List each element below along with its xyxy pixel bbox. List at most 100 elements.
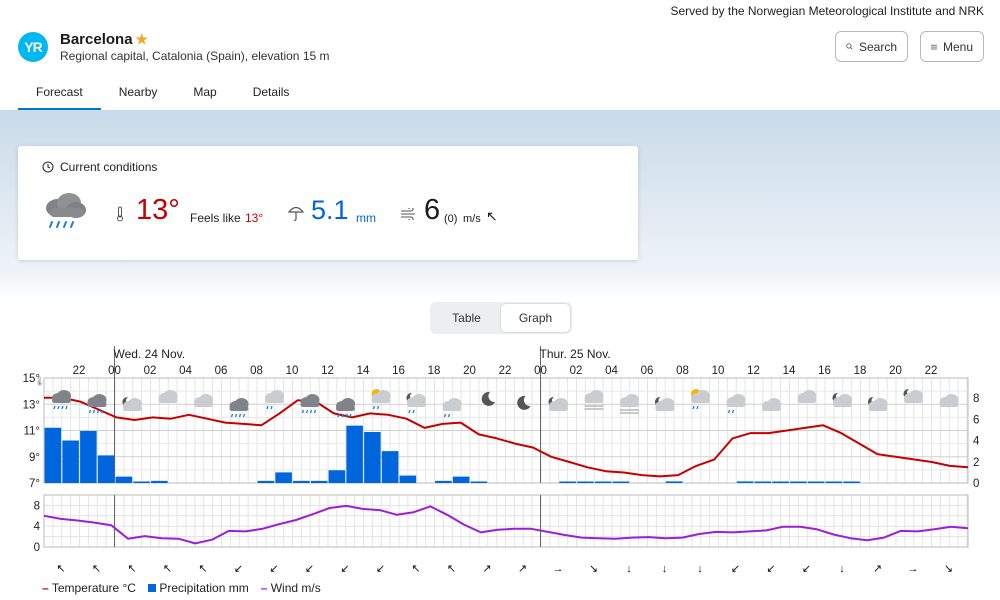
hour-tick-label: 22	[73, 365, 86, 377]
rain-drop	[412, 409, 415, 414]
day-label: Wed. 24 Nov.	[114, 347, 186, 361]
temp-tick-label: 13°	[23, 399, 40, 411]
favorite-star-icon[interactable]: ★	[135, 31, 149, 47]
search-button[interactable]: Search	[835, 31, 908, 62]
rain-drop	[727, 409, 731, 414]
precip-tick-label: 2	[973, 457, 979, 469]
search-icon	[846, 43, 853, 50]
precipitation-bar	[435, 480, 452, 483]
tab-map[interactable]: Map	[193, 85, 217, 99]
precipitation-bar	[470, 481, 488, 483]
legend-wind-label: Wind m/s	[270, 581, 321, 595]
rain-drop	[376, 405, 380, 410]
weather-night-cloudy-icon	[122, 396, 142, 411]
rain-drop	[96, 409, 100, 414]
wind-direction-arrow: ↖	[127, 563, 136, 575]
wind-unit: m/s	[463, 213, 481, 225]
served-by-text: Served by the Norwegian Meteorological I…	[670, 4, 985, 18]
tab-forecast[interactable]: Forecast	[18, 76, 101, 110]
precipitation-bar	[577, 481, 594, 483]
rain-drop	[305, 409, 309, 414]
weather-rain-icon	[52, 390, 71, 410]
wind-direction-arrow: ↙	[802, 563, 811, 575]
hour-tick-label: 12	[321, 365, 334, 377]
cloud-shape	[52, 398, 71, 403]
cloud-shape	[904, 398, 923, 403]
temp-tick-label: 11°	[23, 426, 40, 438]
search-label: Search	[858, 39, 897, 54]
rain-drop	[337, 413, 340, 418]
rain-drop	[57, 405, 60, 410]
weather-rain-icon	[336, 398, 355, 418]
precipitation-bar	[257, 480, 275, 483]
menu-button[interactable]: Menu	[920, 31, 984, 62]
weather-rain-light-icon	[442, 398, 462, 418]
wind-panel-border	[43, 494, 969, 548]
rain-drop	[408, 409, 411, 414]
hour-tick-label: 08	[250, 365, 263, 377]
precipitation-bar	[559, 481, 576, 483]
hour-tick-label: 10	[712, 365, 725, 377]
weather-night-cloudy-icon	[654, 396, 675, 411]
hour-tick-label: 16	[818, 365, 831, 377]
cloud-shape	[797, 398, 817, 403]
weather-night-cloudy-icon	[832, 392, 852, 407]
clock-icon	[42, 161, 54, 173]
rain-drop	[313, 409, 317, 414]
wind-direction-arrow: ↖	[56, 563, 65, 575]
rain-drop	[234, 413, 238, 418]
yr-logo[interactable]: YR	[18, 32, 48, 62]
precipitation-bar	[62, 440, 79, 483]
weather-icons	[52, 388, 959, 418]
cloud-shape	[194, 402, 213, 407]
rain-drop	[100, 409, 104, 414]
weather-fog-icon	[620, 394, 639, 414]
weather-rain-light-icon	[726, 394, 746, 414]
rain-drop	[238, 413, 242, 418]
cloud-shape	[407, 402, 426, 407]
precipitation-bar	[736, 481, 754, 483]
rain-drop	[266, 405, 269, 410]
weather-rain-icon	[229, 398, 249, 418]
hour-tick-label: 02	[144, 365, 157, 377]
view-toggle: Table Graph	[430, 302, 572, 334]
weather-fog-icon	[584, 390, 604, 410]
wind-direction-arrow: →	[553, 563, 564, 575]
weather-night-cloudy-icon	[903, 388, 923, 403]
wind-direction-arrow: ↙	[269, 563, 278, 575]
precipitation-bar	[594, 481, 612, 483]
table-view-button[interactable]: Table	[452, 311, 481, 325]
rain-drop	[443, 413, 447, 418]
tab-nearby[interactable]: Nearby	[118, 85, 158, 99]
wind-direction-arrow: ↖	[198, 563, 207, 575]
precipitation-bar	[115, 476, 133, 483]
hour-tick-label: 06	[641, 365, 654, 377]
rain-drop	[341, 413, 344, 418]
precipitation-bar	[754, 481, 772, 483]
precipitation-bar	[364, 432, 381, 483]
legend-temperature-label: Temperature °C	[51, 581, 136, 595]
rain-drop	[270, 405, 273, 410]
hour-tick-label: 04	[605, 365, 618, 377]
rain-drop	[230, 413, 234, 418]
graph-view-button[interactable]: Graph	[501, 304, 570, 332]
cloud-shape	[442, 406, 462, 411]
current-conditions-card: Current conditions 13° Feels like 13° 5.…	[18, 146, 638, 260]
menu-label: Menu	[942, 39, 973, 54]
rain-drop	[242, 413, 246, 418]
cloud-shape	[868, 406, 888, 411]
temperature-line	[44, 396, 969, 478]
location-name: Barcelona	[60, 31, 133, 48]
location-subtitle: Regional capital, Catalonia (Spain), ele…	[60, 49, 330, 63]
wind-icon	[401, 208, 415, 220]
rain-drop	[301, 409, 305, 414]
hour-tick-label: 22	[925, 365, 938, 377]
wind-line	[43, 504, 969, 545]
precipitation-bar	[843, 481, 860, 483]
tab-details[interactable]: Details	[252, 85, 290, 99]
rain-drop	[345, 413, 348, 418]
precip-tick-label: 0	[973, 478, 979, 490]
wind-direction-arrow: ↙	[234, 563, 243, 575]
rain-drop	[61, 405, 64, 410]
precipitation-bar	[151, 480, 168, 483]
